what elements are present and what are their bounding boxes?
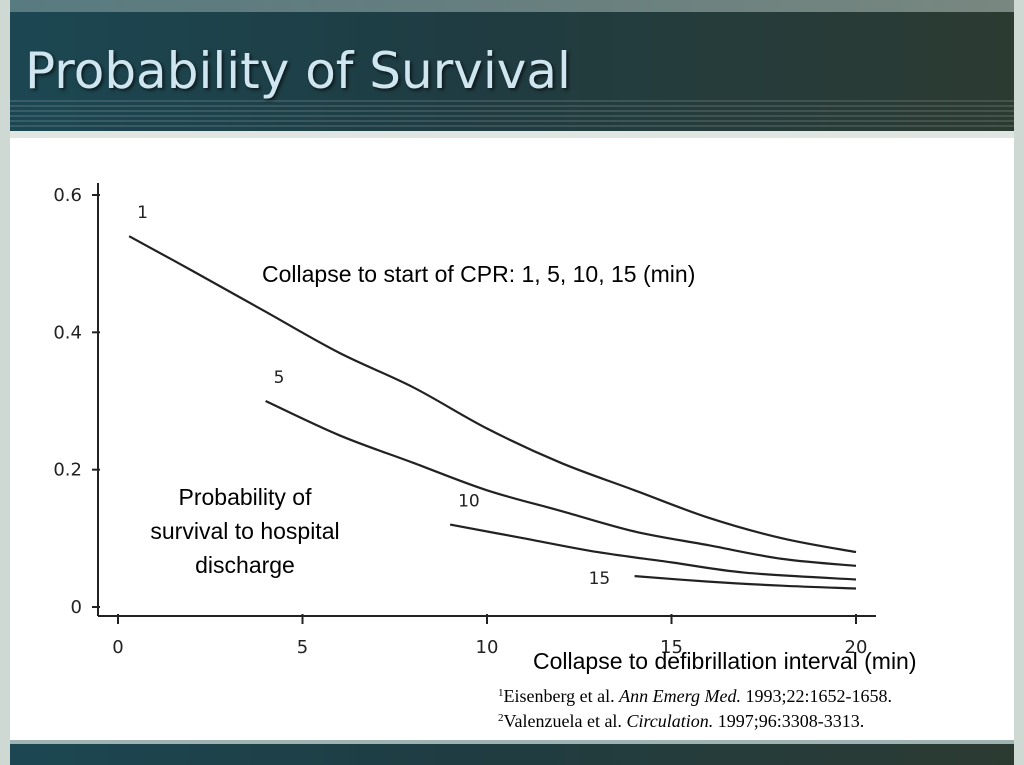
reference-number: 2 — [498, 712, 504, 724]
reference-2: 2Valenzuela et al. Circulation. 1997;96:… — [498, 707, 892, 732]
y-tick-label: 0.6 — [53, 185, 82, 206]
reference-journal: Ann Emerg Med. — [619, 686, 741, 706]
slide-header — [10, 0, 1014, 138]
y-axis-label-line3: discharge — [195, 552, 295, 578]
x-axis-label: Collapse to defibrillation interval (min… — [533, 648, 917, 674]
header-stripes — [10, 100, 1014, 130]
y-tick-label: 0 — [71, 597, 82, 618]
reference-journal: Circulation. — [626, 711, 714, 731]
x-tick-label: 15 — [660, 637, 683, 658]
reference-authors: Valenzuela et al. — [503, 711, 627, 731]
x-tick-label: 20 — [845, 637, 868, 658]
series-label-1: 1 — [137, 203, 148, 223]
reference-number: 1 — [498, 687, 504, 699]
series-line-10 — [449, 523, 857, 581]
legend-note: Collapse to start of CPR: 1, 5, 10, 15 (… — [262, 261, 696, 287]
reference-details: 1993;22:1652-1658. — [740, 686, 892, 706]
series-line-1 — [128, 235, 857, 554]
y-axis-label-line1: Probability of — [178, 484, 312, 510]
y-tick-label: 0.4 — [53, 322, 82, 343]
series-line-5 — [265, 400, 857, 567]
header-divider — [10, 131, 1014, 138]
x-tick-label: 0 — [112, 637, 123, 658]
reference-1: 1Eisenberg et al. Ann Emerg Med. 1993;22… — [498, 682, 892, 707]
y-tick-label: 0.2 — [53, 460, 82, 481]
y-axis-label: Probability of survival to hospital disc… — [120, 480, 370, 582]
x-tick-label: 5 — [297, 637, 308, 658]
series-line-15 — [634, 575, 857, 590]
references: 1Eisenberg et al. Ann Emerg Med. 1993;22… — [498, 682, 892, 732]
series-label-5: 5 — [274, 368, 285, 388]
series-label-10: 10 — [458, 492, 480, 512]
header-top-band — [10, 0, 1014, 12]
series-label-15: 15 — [589, 569, 611, 589]
y-axis-label-line2: survival to hospital — [150, 518, 340, 544]
reference-authors: Eisenberg et al. — [503, 686, 620, 706]
reference-details: 1997;96:3308-3313. — [713, 711, 865, 731]
slide-title: Probability of Survival — [25, 42, 571, 100]
slide-footer — [10, 740, 1014, 765]
x-tick-label: 10 — [476, 637, 499, 658]
